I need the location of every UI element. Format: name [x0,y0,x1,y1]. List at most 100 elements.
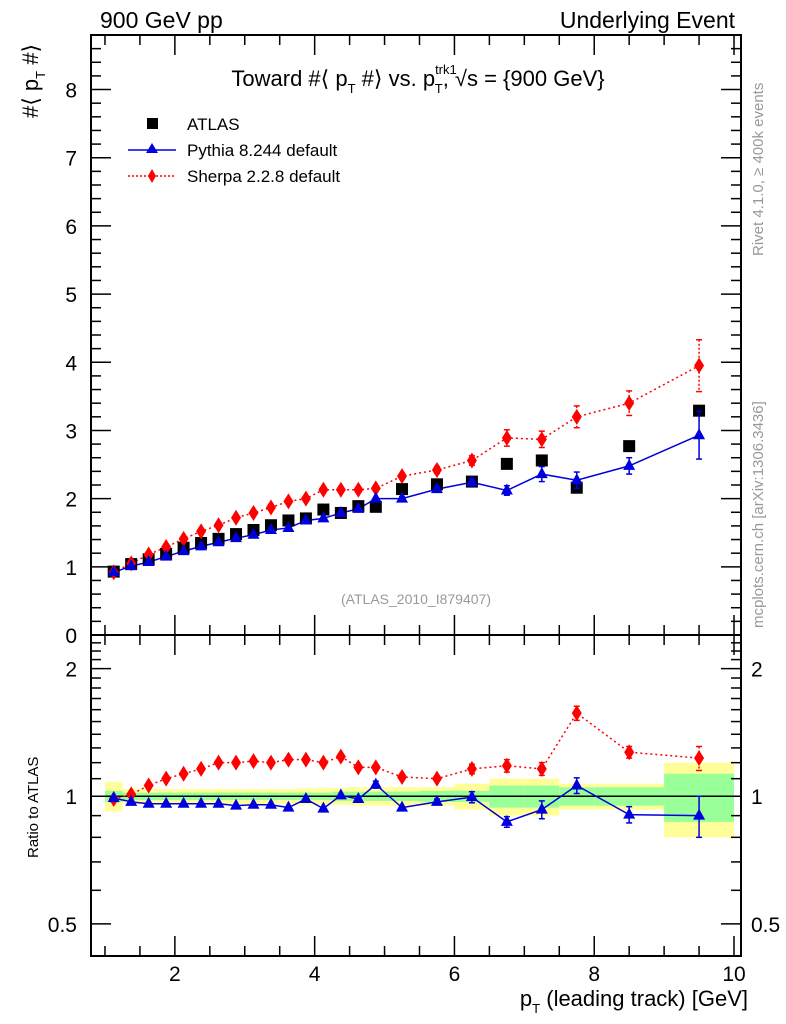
legend-marker-square [147,118,158,129]
ratio-y-tick-label-right: 2 [751,659,763,682]
atlas-data-point [535,454,548,467]
pythia-ratio-point [369,777,382,789]
analysis-watermark: (ATLAS_2010_I879407) [341,591,491,607]
rivet-version-label: Rivet 4.1.0, ≥ 400k events [750,83,767,256]
main-y-tick-label: 5 [65,284,77,307]
xlabel-part: p [520,986,532,1011]
legend-label-sherpa: Sherpa 2.2.8 default [187,167,340,186]
title-part: #⟩ vs. p [356,66,436,91]
legend: ATLAS Pythia 8.244 default Sherpa 2.2.8 … [128,115,340,186]
pythia-data-point [264,523,277,534]
sherpa-data-point [161,539,172,556]
pythia-data-point [317,511,330,523]
pythia-ratio-point [465,790,478,802]
x-tick-label: 4 [309,963,321,986]
main-y-tick-label: 0 [65,625,77,648]
sherpa-ratio-point [161,770,172,787]
sherpa-ratio-point [196,760,207,777]
main-y-tick-label: 3 [65,420,77,443]
pythia-data-point [282,520,295,532]
legend-item-atlas: ATLAS [147,115,240,134]
ratio-y-tick-label: 0.5 [48,914,77,937]
sherpa-data-point [265,499,276,516]
atlas-data-point [282,514,295,527]
ratio-y-tick-label: 2 [65,659,77,682]
pythia-data-point [623,458,636,470]
sherpa-ratio-point [431,770,442,787]
main-y-axis-label: #⟨ pT #⟩ [18,44,48,118]
pythia-line [113,434,700,573]
sherpa-ratio-point [265,754,276,771]
sherpa-ratio-point [318,754,329,771]
x-axis-label: pT (leading track) [GeV] [520,986,748,1016]
pythia-data-point [142,555,155,567]
xlabel-part: (leading track) [GeV] [540,986,748,1011]
main-y-tick-label: 8 [65,80,77,103]
sherpa-data-point [213,517,224,534]
main-y-tick-label: 4 [65,352,77,375]
header-left-label: 900 GeV pp [100,7,223,33]
pythia-ratio-point [693,808,706,820]
sherpa-ratio-point [283,751,294,768]
ratio-series-layer [107,705,706,839]
pythia-ratio-point [247,797,260,809]
ratio-axes: 0.5 0.5 1 1 2 2 2 4 6 8 10 [48,634,780,986]
sherpa-ratio-point [694,750,705,767]
pythia-data-point [570,473,583,485]
header-right-label: Underlying Event [560,7,736,33]
sherpa-ratio-point [143,777,154,794]
pythia-data-point [535,467,548,479]
sherpa-line [113,365,700,573]
main-y-tick-label: 1 [65,557,77,580]
sherpa-data-point [536,431,547,448]
sherpa-ratio-point [353,759,364,776]
pythia-ratio-point [107,791,120,803]
chart-title: Toward #⟨ pT #⟩ vs. ptrk1 T, √s = {900 Ge… [231,62,604,96]
ratio-y-tick-label-right: 0.5 [751,914,780,937]
main-series-layer [107,339,706,581]
pythia-ratio-point [177,796,190,808]
sherpa-ratio-point [178,765,189,782]
sherpa-data-point [571,408,582,425]
pythia-ratio-point [142,796,155,808]
sherpa-data-point [624,395,635,412]
title-sub: T [348,81,356,96]
pythia-ratio-point [282,800,295,812]
main-axes: 0 1 2 3 4 5 6 7 8 [65,34,742,648]
sherpa-ratio-point [397,769,408,786]
legend-label-pythia: Pythia 8.244 default [187,141,338,160]
pythia-data-point [430,482,443,494]
pythia-data-point [465,475,478,487]
pythia-ratio-point [430,794,443,806]
main-y-tick-label: 2 [65,489,77,512]
pythia-ratio-point [535,802,548,814]
sherpa-data-point [143,546,154,563]
pythia-ratio-point [570,778,583,790]
sherpa-ratio-point [624,744,635,761]
sherpa-ratio-point [248,753,259,770]
sherpa-data-point [283,493,294,510]
sherpa-ratio-point [536,760,547,777]
sherpa-data-point [694,357,705,374]
legend-item-sherpa: Sherpa 2.2.8 default [128,167,340,186]
legend-marker-triangle [146,143,158,153]
ratio-y-tick-label-right: 1 [751,786,763,809]
pythia-data-point [396,491,409,503]
sherpa-data-point [248,504,259,521]
pythia-data-point [352,501,365,513]
pythia-data-point [299,513,312,525]
legend-label-atlas: ATLAS [187,115,240,134]
sherpa-data-point [335,481,346,498]
sherpa-data-point [196,523,207,540]
mcplots-label: mcplots.cern.ch [arXiv:1306.3436] [750,401,767,628]
sherpa-data-point [178,530,189,547]
sherpa-ratio-point [213,754,224,771]
atlas-data-point [623,440,636,453]
atlas-data-point [500,457,513,470]
pythia-data-point [177,544,190,556]
sherpa-ratio-point [370,759,381,776]
sherpa-ratio-point [466,760,477,777]
sherpa-ratio-point [300,751,311,768]
sherpa-data-point [318,481,329,498]
